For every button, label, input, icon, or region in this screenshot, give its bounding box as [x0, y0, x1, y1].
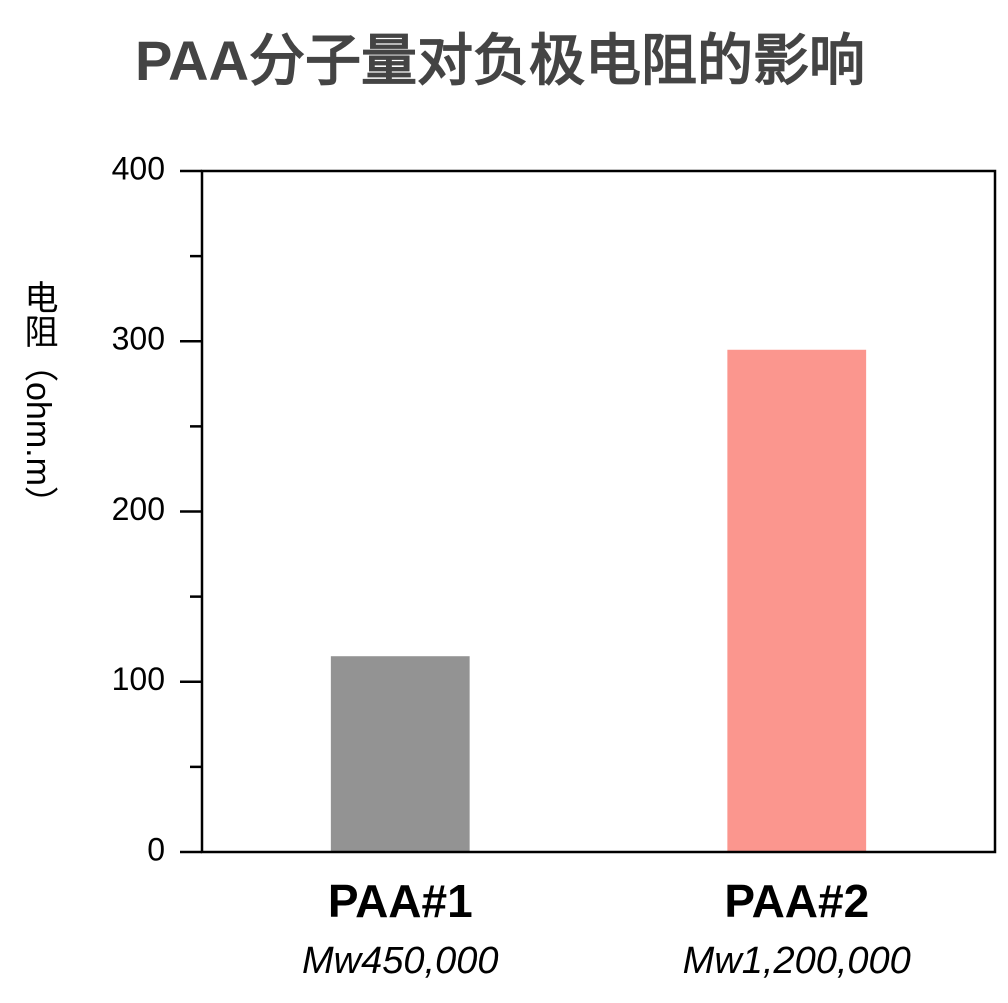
- chart-title: PAA分子量对负极电阻的影响: [135, 29, 865, 92]
- bar: [330, 656, 470, 852]
- y-tick-label: 0: [147, 831, 165, 867]
- x-tick-label: PAA#1: [328, 875, 473, 927]
- x-tick-sublabel: Mw450,000: [302, 940, 498, 982]
- y-tick-label: 300: [112, 321, 165, 357]
- plot-frame: [200, 169, 997, 854]
- x-tick-label: PAA#2: [724, 875, 869, 927]
- y-tick-label: 100: [112, 661, 165, 697]
- y-axis-label: 电阻（ohm.m）: [19, 280, 57, 520]
- y-tick-label: 200: [112, 491, 165, 527]
- x-tick-sublabel: Mw1,200,000: [683, 940, 911, 982]
- bar: [727, 349, 867, 852]
- y-tick-label: 400: [112, 150, 165, 186]
